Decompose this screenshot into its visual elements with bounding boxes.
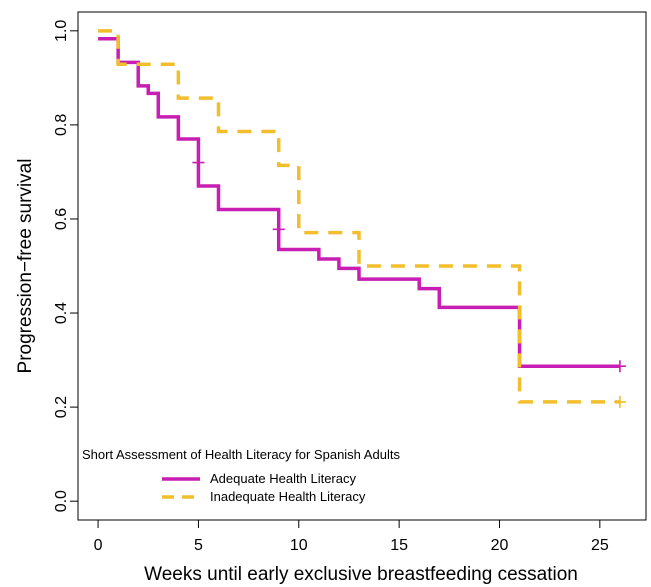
legend-title: Short Assessment of Health Literacy for … — [82, 447, 400, 462]
legend-label-adequate: Adequate Health Literacy — [210, 471, 356, 486]
x-axis-title: Weeks until early exclusive breastfeedin… — [144, 564, 578, 585]
censor-marks — [192, 156, 626, 408]
x-tick-label: 5 — [194, 537, 203, 554]
survival-curves — [98, 29, 620, 404]
censor-mark — [613, 360, 626, 373]
y-tick-label: 0.8 — [53, 114, 70, 136]
x-tick-label: 0 — [94, 537, 103, 554]
censor-mark — [192, 156, 205, 169]
x-tick-label: 25 — [591, 537, 609, 554]
x-tick-label: 20 — [491, 537, 509, 554]
legend: Short Assessment of Health Literacy for … — [82, 447, 400, 504]
x-tick-label: 10 — [290, 537, 308, 554]
censor-mark — [613, 395, 626, 408]
x-tick-label: 15 — [390, 537, 408, 554]
legend-label-inadequate: Inadequate Health Literacy — [210, 489, 366, 504]
inadequate-curve — [98, 29, 620, 404]
plot-frame — [77, 11, 647, 521]
y-tick-label: 1.0 — [53, 20, 70, 42]
y-tick-label: 0.6 — [53, 208, 70, 230]
x-axis: 0 5 10 15 20 25 — [94, 519, 609, 554]
y-tick-label: 0.4 — [53, 302, 70, 324]
censor-mark — [272, 223, 285, 236]
y-axis: 0.0 0.2 0.4 0.6 0.8 1.0 — [53, 20, 79, 512]
y-axis-title: Progression−free survival — [15, 159, 36, 374]
y-tick-label: 0.2 — [53, 396, 70, 418]
y-tick-label: 0.0 — [53, 490, 70, 512]
adequate-curve — [98, 37, 620, 368]
